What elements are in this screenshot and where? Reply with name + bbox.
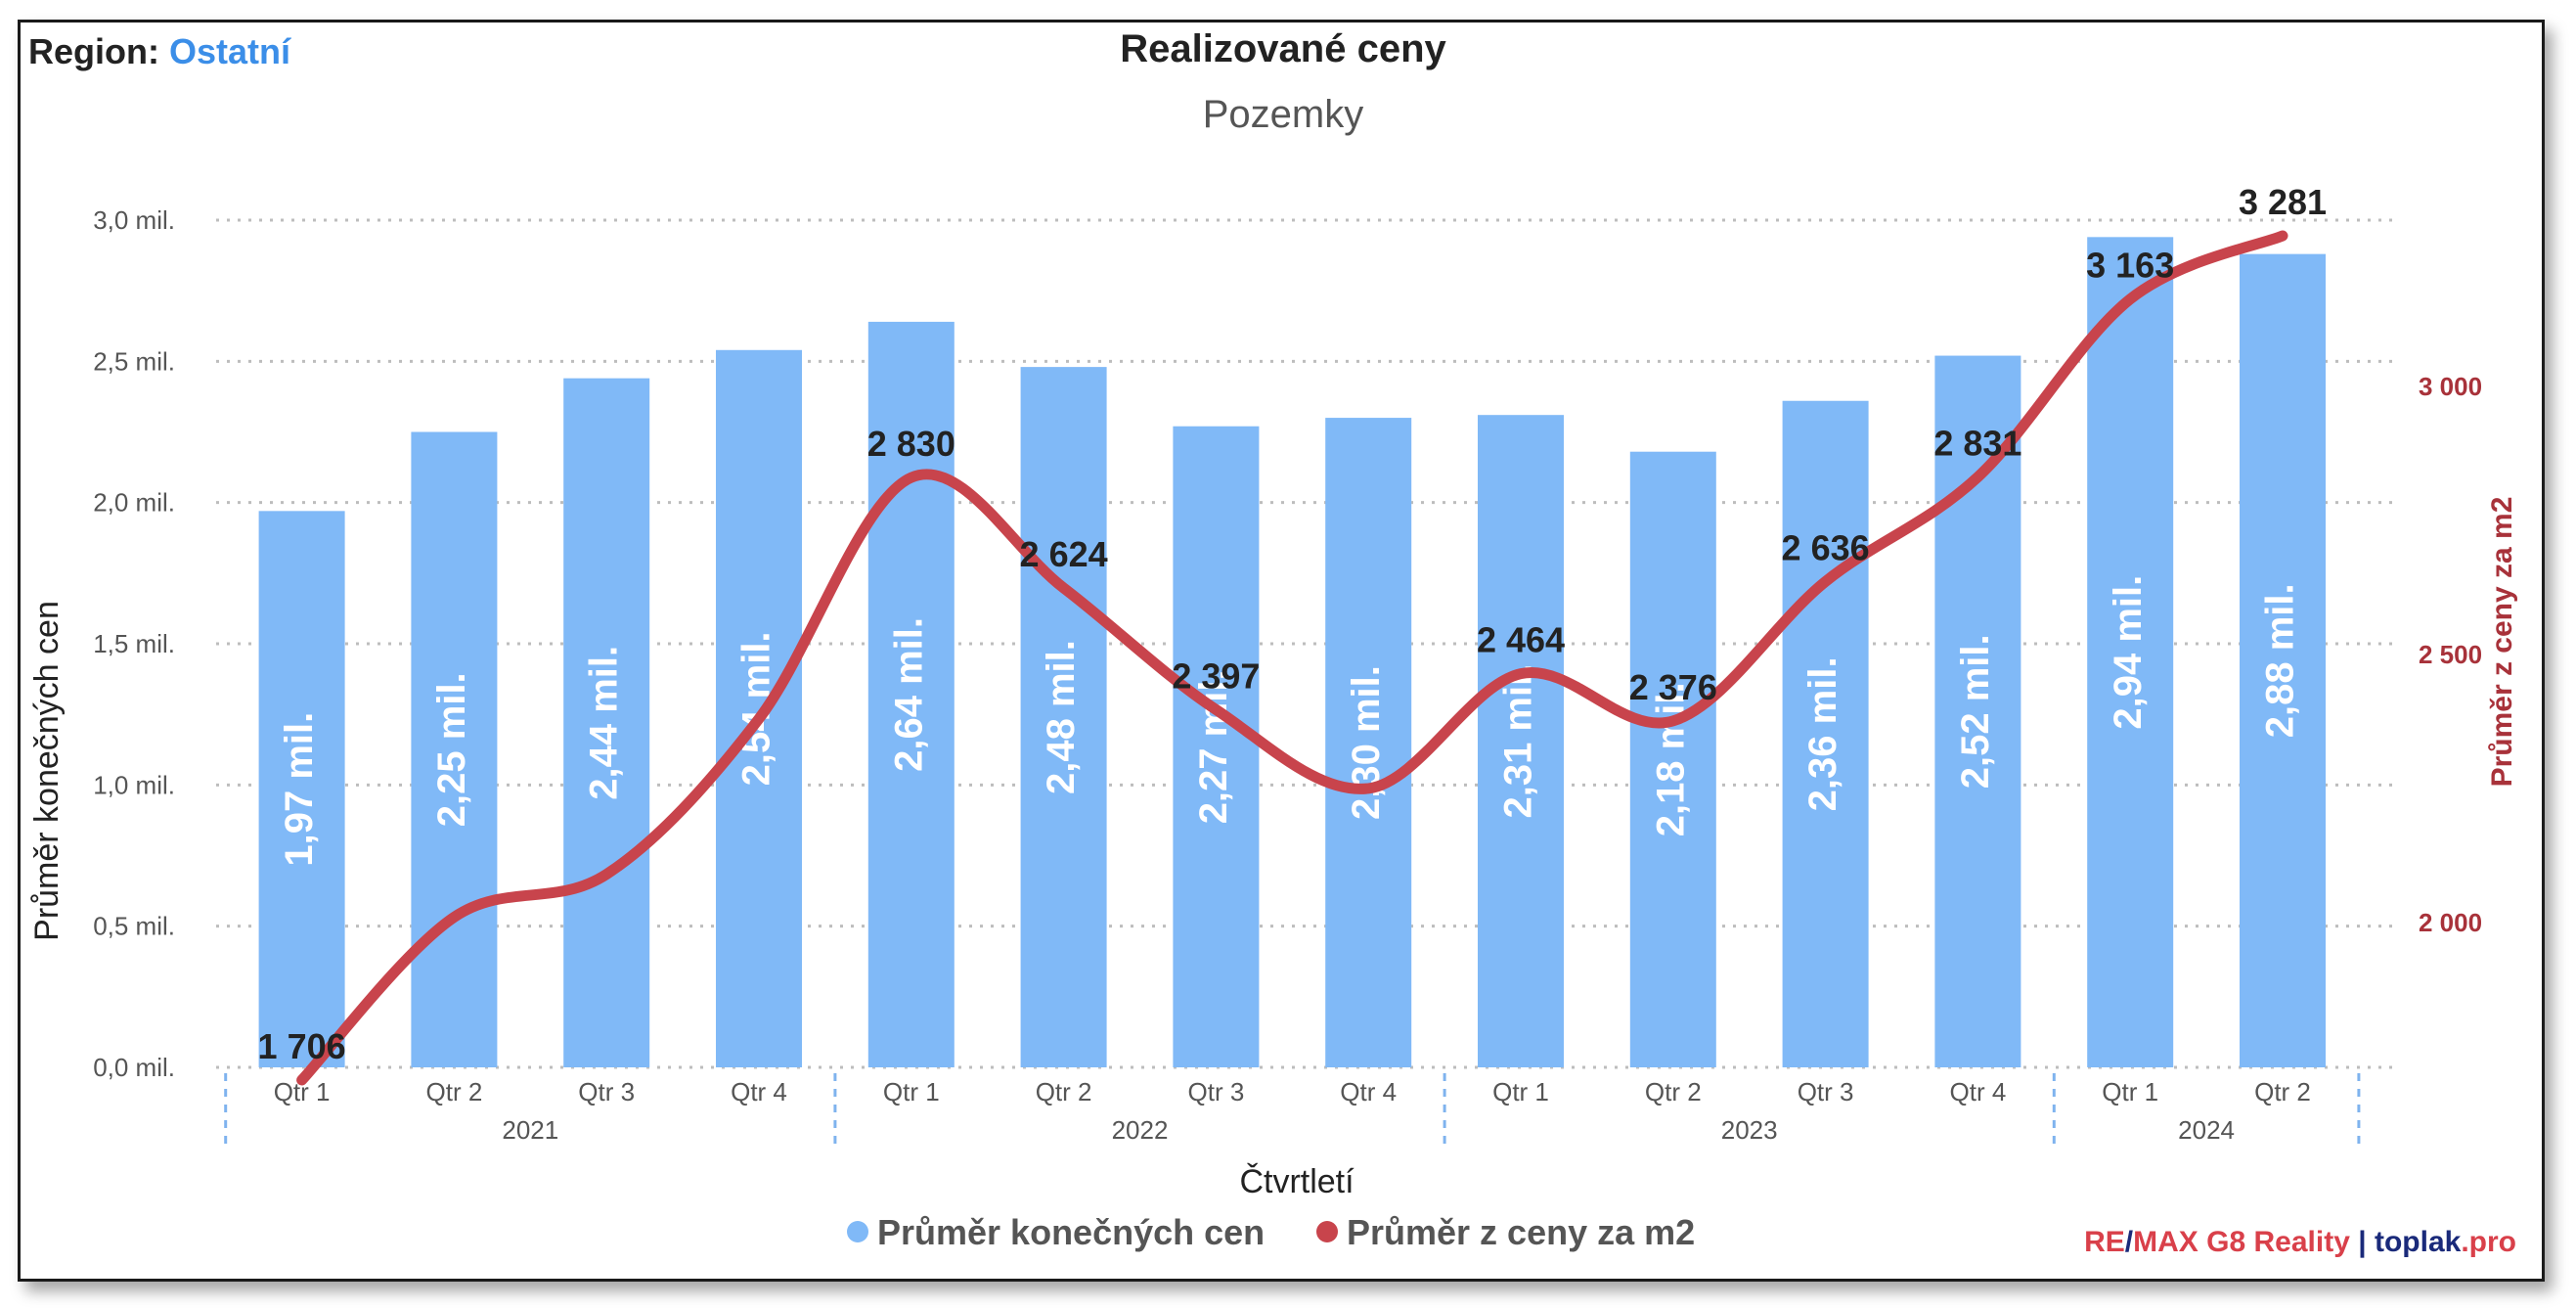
y2-axis-title: Průměr z ceny za m2 bbox=[2486, 497, 2518, 788]
bar-data-label: 2,18 mil. bbox=[1649, 682, 1692, 836]
chart-title: Realizované ceny bbox=[1120, 27, 1446, 70]
line-data-label: 2 376 bbox=[1629, 667, 1717, 707]
gridlines bbox=[216, 218, 2397, 1069]
bar bbox=[867, 321, 955, 1067]
y-tick-label: 0,0 mil. bbox=[93, 1053, 175, 1082]
y-tick-label: 1,0 mil. bbox=[93, 770, 175, 799]
bar-data-label: 1,97 mil. bbox=[278, 712, 321, 867]
legend-marker-line bbox=[1316, 1221, 1338, 1242]
line-data-label: 2 464 bbox=[1477, 620, 1565, 660]
x-tick-label: Qtr 3 bbox=[1188, 1077, 1245, 1106]
y-tick-label: 2,0 mil. bbox=[93, 488, 175, 518]
y-axis-title: Průměr konečných cen bbox=[28, 601, 66, 941]
y-tick-label: 1,5 mil. bbox=[93, 629, 175, 658]
bar-series bbox=[258, 237, 2326, 1068]
line-data-label: 2 397 bbox=[1172, 655, 1260, 696]
bar bbox=[1782, 400, 1869, 1067]
region-label: Region: bbox=[28, 31, 159, 71]
x-year-label: 2021 bbox=[502, 1115, 558, 1145]
line-data-label: 1 706 bbox=[258, 1026, 346, 1066]
bar bbox=[2087, 237, 2174, 1067]
bar-data-label: 2,88 mil. bbox=[2259, 583, 2302, 738]
legend-marker-bars bbox=[847, 1221, 868, 1242]
chart-subtitle: Pozemky bbox=[1203, 93, 1364, 136]
bar bbox=[1173, 426, 1260, 1067]
x-year-label: 2023 bbox=[1721, 1115, 1778, 1145]
legend-label-line: Průměr z ceny za m2 bbox=[1347, 1212, 1695, 1252]
bar bbox=[563, 378, 650, 1067]
line-data-label: 2 831 bbox=[1933, 424, 2021, 464]
y-tick-label: 3,0 mil. bbox=[93, 205, 175, 235]
x-tick-label: Qtr 2 bbox=[426, 1077, 483, 1106]
line-data-label: 3 163 bbox=[2086, 246, 2174, 286]
y-tick-label: 0,5 mil. bbox=[93, 912, 175, 941]
bar bbox=[1478, 415, 1564, 1067]
line-data-label: 2 624 bbox=[1020, 534, 1108, 574]
bar-data-label: 2,48 mil. bbox=[1040, 640, 1083, 794]
bar-data-label: 2,52 mil. bbox=[1954, 634, 1997, 789]
x-tick-label: Qtr 1 bbox=[1492, 1077, 1549, 1106]
legend: Průměr konečných cen Průměr z ceny za m2 bbox=[847, 1212, 1695, 1252]
bar bbox=[258, 511, 345, 1067]
x-tick-label: Qtr 3 bbox=[1798, 1077, 1854, 1106]
x-tick-label: Qtr 1 bbox=[2102, 1077, 2158, 1106]
x-year-label: 2024 bbox=[2178, 1115, 2235, 1145]
x-axis-title: Čtvrtletí bbox=[1239, 1163, 1355, 1200]
bar bbox=[2240, 253, 2326, 1067]
x-tick-label: Qtr 2 bbox=[1645, 1077, 1702, 1106]
x-tick-label: Qtr 4 bbox=[1950, 1077, 2007, 1106]
bar-data-label: 2,31 mil. bbox=[1497, 664, 1540, 819]
region-label-line: Region: Ostatní bbox=[28, 31, 291, 71]
line-data-label: 3 281 bbox=[2239, 182, 2327, 222]
region-value: Ostatní bbox=[169, 31, 291, 71]
bar-data-label: 2,25 mil. bbox=[430, 672, 473, 827]
y2-tick-label: 2 000 bbox=[2419, 908, 2482, 937]
bar-data-label: 2,64 mil. bbox=[887, 617, 930, 772]
x-tick-label: Qtr 4 bbox=[731, 1077, 787, 1106]
x-tick-label: Qtr 1 bbox=[274, 1077, 331, 1106]
line-data-label: 2 830 bbox=[867, 424, 955, 464]
left-axis-ticks: 0,0 mil. 0,5 mil. 1,0 mil. 1,5 mil. 2,0 mil.… bbox=[93, 205, 175, 1082]
line-labels: 1 706 2 830 2 624 2 397 2 464 2 376 2 636 2 831… bbox=[258, 182, 2327, 1066]
right-axis-ticks: 2 000 2 500 3 000 bbox=[2419, 372, 2482, 937]
y2-tick-label: 2 500 bbox=[2419, 640, 2482, 669]
bar-data-label: 2,44 mil. bbox=[583, 646, 626, 800]
x-tick-label: Qtr 1 bbox=[883, 1077, 940, 1106]
brand-credit: RE/MAX G8 Reality | toplak.pro bbox=[2084, 1226, 2516, 1258]
bar bbox=[411, 431, 498, 1067]
bar bbox=[1629, 451, 1716, 1067]
bar bbox=[1325, 418, 1412, 1068]
x-tick-label: Qtr 2 bbox=[2254, 1077, 2311, 1106]
x-year-label: 2022 bbox=[1112, 1115, 1169, 1145]
bar bbox=[1020, 367, 1107, 1067]
legend-label-bars: Průměr konečných cen bbox=[877, 1212, 1265, 1252]
x-tick-label: Qtr 3 bbox=[578, 1077, 635, 1106]
y-tick-label: 2,5 mil. bbox=[93, 346, 175, 376]
x-tick-label: Qtr 4 bbox=[1340, 1077, 1397, 1106]
bar-data-label: 2,94 mil. bbox=[2107, 575, 2150, 730]
x-tick-label: Qtr 2 bbox=[1036, 1077, 1092, 1106]
line-series-m2 bbox=[296, 230, 2288, 1086]
line-data-label: 2 636 bbox=[1782, 527, 1870, 567]
bar bbox=[716, 349, 802, 1068]
x-axis: Qtr 1 Qtr 2 Qtr 3 Qtr 4 Qtr 1 Qtr 2 Qtr 3 Qtr 4… bbox=[224, 1073, 2361, 1148]
chart-canvas: Region: Ostatní Realizované ceny Pozemky… bbox=[28, 27, 2518, 1258]
chart-frame: Region: Ostatní Realizované ceny Pozemky… bbox=[18, 20, 2545, 1282]
bar-data-label: 2,30 mil. bbox=[1345, 665, 1388, 820]
y2-tick-label: 3 000 bbox=[2419, 372, 2482, 401]
bar-data-label: 2,36 mil. bbox=[1801, 656, 1844, 811]
